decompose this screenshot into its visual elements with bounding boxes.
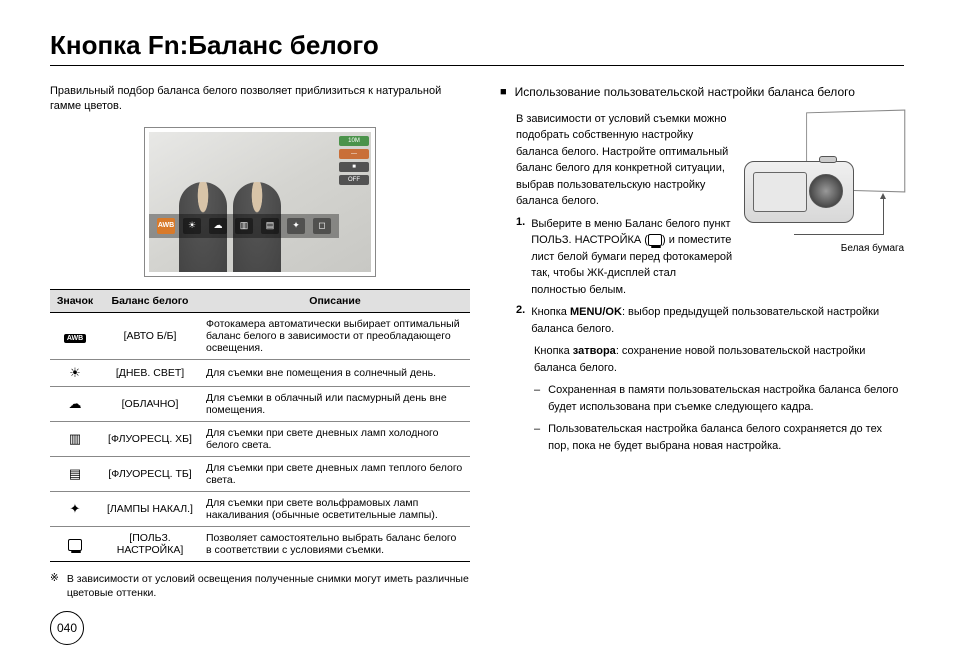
step-text: Выберите в меню Баланс белого пункт ПОЛЬ… (531, 216, 734, 299)
white-balance-table: Значок Баланс белого Описание AWB [АВТО Б… (50, 289, 470, 562)
wb-icon-cell: ☀ (50, 359, 100, 386)
overlay-badge: OFF (339, 175, 369, 185)
overlay-badge: ■ (339, 162, 369, 172)
step-text: Кнопка MENU/OK: выбор предыдущей пользов… (531, 304, 904, 337)
overlay-badge: — (339, 149, 369, 159)
wb-icon-cell: ▥ (50, 421, 100, 456)
footnote-text: В зависимости от условий освещения получ… (67, 572, 470, 601)
wb-icon-cell: ☁ (50, 386, 100, 421)
step-number: 1. (516, 216, 525, 299)
wb-desc-cell: Для съемки при свете дневных ламп теплог… (200, 456, 470, 491)
shutter-label: затвора (573, 345, 616, 357)
th-desc: Описание (200, 289, 470, 312)
footnote: ※ В зависимости от условий освещения пол… (50, 572, 470, 601)
wb-name-cell: [ЛАМПЫ НАКАЛ.] (100, 491, 200, 526)
table-row: ▤[ФЛУОРЕСЦ. ТБ]Для съемки при свете днев… (50, 456, 470, 491)
wb-desc-cell: Для съемки при свете дневных ламп холодн… (200, 421, 470, 456)
footnote-marker: ※ (50, 572, 59, 601)
list-text: Сохраненная в памяти пользовательская на… (548, 382, 904, 415)
awb-icon: AWB (64, 334, 86, 343)
dash-icon: – (534, 421, 540, 454)
example-photo-frame: 10M — ■ OFF AWB ☀ ☁ ▥ ▤ ✦ ◻ (144, 127, 376, 277)
wb-name-cell: [АВТО Б/Б] (100, 312, 200, 359)
list-item: – Пользовательская настройка баланса бел… (534, 421, 904, 454)
content-columns: Правильный подбор баланса белого позволя… (50, 84, 904, 601)
wb-desc-cell: Фотокамера автоматически выбирает оптима… (200, 312, 470, 359)
camera-overlay-right: 10M — ■ OFF (339, 136, 369, 185)
wb-name-cell: [ОБЛАЧНО] (100, 386, 200, 421)
wb-desc-cell: Для съемки при свете вольфрамовых ламп н… (200, 491, 470, 526)
wb-icon-cell: ✦ (50, 491, 100, 526)
custom-wb-icon (68, 539, 82, 551)
step-1: 1. Выберите в меню Баланс белого пункт П… (500, 216, 734, 299)
pointer-line (794, 195, 884, 235)
wb-desc-cell: Для съемки в облачный или пасмурный день… (200, 386, 470, 421)
page-number: 040 (50, 611, 84, 645)
wb-strip-icon: ☁ (209, 218, 227, 234)
wb-selector-strip: AWB ☀ ☁ ▥ ▤ ✦ ◻ (149, 214, 339, 238)
shutter-button-icon (819, 156, 837, 163)
notes-list: – Сохраненная в памяти пользовательская … (500, 382, 904, 454)
wb-name-cell: [ФЛУОРЕСЦ. ХБ] (100, 421, 200, 456)
intro-text: Правильный подбор баланса белого позволя… (50, 84, 470, 115)
list-text: Пользовательская настройка баланса белог… (548, 421, 904, 454)
table-row: ☀[ДНЕВ. СВЕТ]Для съемки вне помещения в … (50, 359, 470, 386)
camera-illustration (744, 111, 904, 241)
dash-icon: – (534, 382, 540, 415)
pointer-arrow-icon (880, 193, 886, 199)
table-row: ✦[ЛАМПЫ НАКАЛ.]Для съемки при свете воль… (50, 491, 470, 526)
wb-name-cell: [ПОЛЬЗ. НАСТРОЙКА] (100, 526, 200, 561)
custom-wb-icon (648, 234, 662, 246)
table-row: [ПОЛЬЗ. НАСТРОЙКА]Позволяет самостоятель… (50, 526, 470, 561)
th-icon: Значок (50, 289, 100, 312)
step-number: 2. (516, 304, 525, 337)
step-2-cont: Кнопка затвора: сохранение новой пользов… (500, 343, 904, 376)
step-2: 2. Кнопка MENU/OK: выбор предыдущей поль… (500, 304, 904, 337)
right-column: ■ Использование пользовательской настрой… (500, 84, 904, 601)
menu-ok-label: MENU/OK (570, 306, 622, 318)
camera-illustration-wrap: Белая бумага (744, 111, 904, 254)
left-column: Правильный подбор баланса белого позволя… (50, 84, 470, 601)
wb-desc-cell: Для съемки вне помещения в солнечный ден… (200, 359, 470, 386)
wb-desc-cell: Позволяет самостоятельно выбрать баланс … (200, 526, 470, 561)
section-header: ■ Использование пользовательской настрой… (500, 84, 904, 101)
page-title: Кнопка Fn:Баланс белого (50, 30, 904, 66)
wb-icon-cell: AWB (50, 312, 100, 359)
overlay-badge: 10M (339, 136, 369, 146)
wb-strip-icon: AWB (157, 218, 175, 234)
section-bullet-icon: ■ (500, 86, 507, 98)
wb-strip-icon: ☀ (183, 218, 201, 234)
table-row: ▥[ФЛУОРЕСЦ. ХБ]Для съемки при свете днев… (50, 421, 470, 456)
th-name: Баланс белого (100, 289, 200, 312)
wb-strip-icon: ▤ (261, 218, 279, 234)
wb-strip-icon: ◻ (313, 218, 331, 234)
table-header-row: Значок Баланс белого Описание (50, 289, 470, 312)
wb-icon-cell (50, 526, 100, 561)
table-row: AWB [АВТО Б/Б]Фотокамера автоматически вы… (50, 312, 470, 359)
wb-name-cell: [ФЛУОРЕСЦ. ТБ] (100, 456, 200, 491)
wb-strip-icon: ▥ (235, 218, 253, 234)
wb-icon-cell: ▤ (50, 456, 100, 491)
section-title: Использование пользовательской настройки… (515, 84, 855, 101)
list-item: – Сохраненная в памяти пользовательская … (534, 382, 904, 415)
wb-strip-icon: ✦ (287, 218, 305, 234)
wb-name-cell: [ДНЕВ. СВЕТ] (100, 359, 200, 386)
example-photo: 10M — ■ OFF AWB ☀ ☁ ▥ ▤ ✦ ◻ (149, 132, 371, 272)
camera-caption: Белая бумага (744, 243, 904, 254)
table-row: ☁[ОБЛАЧНО]Для съемки в облачный или пасм… (50, 386, 470, 421)
